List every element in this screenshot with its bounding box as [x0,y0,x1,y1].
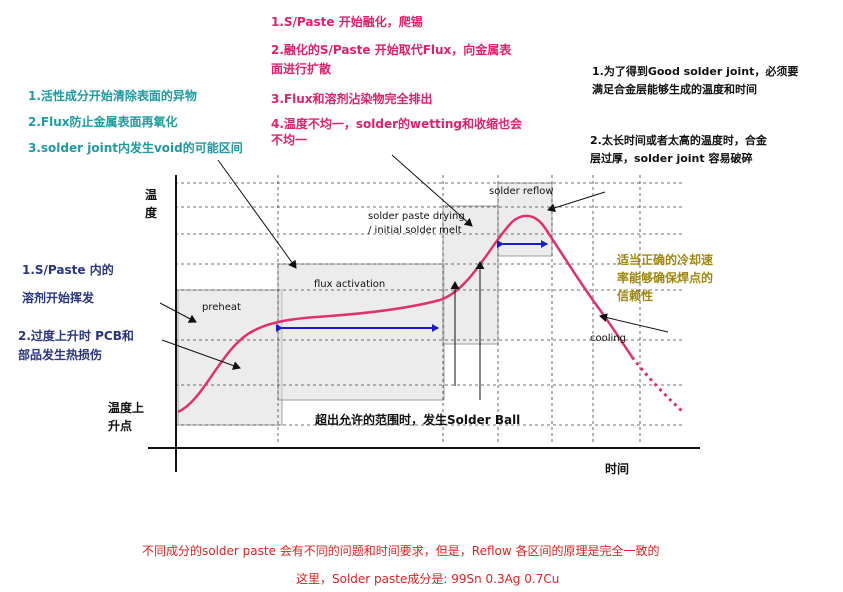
pointer-top-right [547,191,606,213]
note-top-left-line1: 1.活性成分开始清除表面的异物 [28,89,197,103]
note-cooling-line2: 率能够确保焊点的 [617,271,714,285]
pointer-top-left [217,159,297,269]
zone-label-flux-activation: flux activation [314,279,386,290]
cooling-curve-extension [630,356,685,414]
flux-activation-zone [277,263,445,401]
pointer-cooling [599,313,669,333]
footer-line1: 不同成分的solder paste 会有不同的问题和时间要求，但是，Reflow… [142,544,660,558]
note-solvent-line1: 1.S/Paste 内的 [22,263,114,277]
pointer-top-center [391,154,473,227]
preheat-zone [177,289,283,426]
note-solder-ball: 超出允许的范围时，发生Solder Ball [315,413,521,427]
note-mid-right-line1: 2.太长时间或者太高的温度时，合金 [590,134,767,147]
y-axis-label-line1: 温 [145,188,158,202]
note-top-right-line1: 1.为了得到Good solder joint，必须要 [592,65,799,78]
grid-lines [175,175,685,445]
ramp-label-line2: 升点 [108,419,133,433]
note-top-center-line3: 面进行扩散 [271,62,332,76]
note-mid-right-line2: 层过厚，solder joint 容易破碎 [590,152,753,165]
y-axis-label-line2: 度 [145,206,158,220]
note-damage-line2: 部品发生热损伤 [18,348,103,362]
note-solvent-line2: 溶剂开始挥发 [22,291,95,305]
pointer-solvent [159,302,197,323]
zone-label-reflow: solder reflow [489,186,554,197]
footer-line2: 这里，Solder paste成分是: 99Sn 0.3Ag 0.7Cu [296,572,560,586]
note-top-center-line2: 2.融化的S/Paste 开始取代Flux，向金属表 [271,43,512,57]
pointer-damage [161,339,241,370]
zone-label-drying-line2: / initial solder melt [368,225,462,236]
note-top-center-line6: 不均一 [271,133,308,147]
note-damage-line1: 2.过度上升时 PCB和 [18,329,134,343]
ramp-label-line1: 温度上 [108,401,145,415]
zone-label-preheat: preheat [202,302,241,313]
note-top-left-line3: 3.solder joint内发生void的可能区间 [28,141,243,155]
zone-label-cooling: cooling [590,333,626,344]
zone-label-drying-line1: solder paste drying [368,211,465,222]
note-top-center-line5: 4.温度不均一，solder的wetting和收缩也会 [271,117,522,131]
note-cooling-line3: 信赖性 [617,289,654,303]
note-top-center-line4: 3.Flux和溶剂沾染物完全排出 [271,92,433,106]
note-top-right-line2: 满足合金层能够生成的温度和时间 [592,83,757,96]
x-axis-label: 时间 [605,462,630,476]
note-cooling-line1: 适当正确的冷却速 [617,253,714,267]
note-top-center-line1: 1.S/Paste 开始融化，爬锡 [271,15,423,29]
note-top-left-line2: 2.Flux防止金属表面再氧化 [28,115,178,129]
